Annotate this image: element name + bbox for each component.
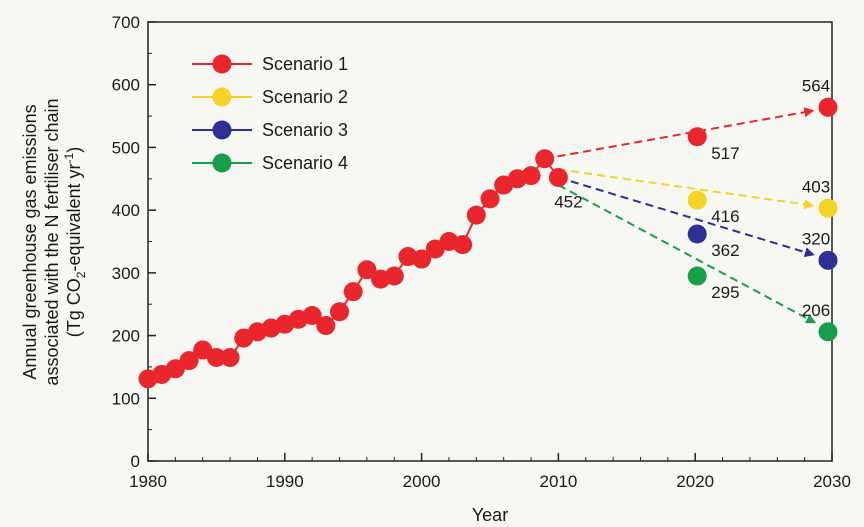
legend-marker bbox=[212, 87, 232, 107]
scenario-2-2030-label: 403 bbox=[802, 177, 830, 196]
scenario-3-arrow bbox=[558, 176, 815, 257]
x-axis-label: Year bbox=[472, 505, 508, 525]
scenario-2-arrow bbox=[558, 168, 815, 210]
scenario-2-point-2020 bbox=[687, 190, 707, 210]
scenario-1-2030-label: 564 bbox=[802, 76, 830, 95]
y-tick-label: 500 bbox=[112, 138, 140, 157]
y-axis-ticks: 0 100 200 300 400 500 600 700 bbox=[112, 13, 156, 471]
y-label-sub: 2 bbox=[74, 271, 88, 278]
x-tick-label: 1990 bbox=[266, 472, 304, 491]
x-tick-label: 2010 bbox=[539, 472, 577, 491]
scenario-2-point-2030 bbox=[818, 198, 838, 218]
x-tick-label: 2000 bbox=[403, 472, 441, 491]
y-tick-label: 0 bbox=[131, 452, 140, 471]
scenario-2-2020-label: 416 bbox=[711, 207, 739, 226]
y-axis-label: Annual greenhouse gas emissions associat… bbox=[20, 98, 88, 385]
historical-points bbox=[138, 149, 568, 389]
legend-marker bbox=[212, 153, 232, 173]
historical-point bbox=[357, 260, 377, 280]
y-label-sup: -1 bbox=[62, 152, 76, 163]
historical-point bbox=[412, 249, 432, 269]
y-label-prefix: (Tg CO bbox=[64, 278, 84, 337]
legend-marker bbox=[212, 54, 232, 74]
historical-point bbox=[179, 351, 199, 371]
scenario-4-2020-label: 295 bbox=[711, 283, 739, 302]
scenario-3-point-2030 bbox=[818, 250, 838, 270]
historical-point bbox=[480, 189, 500, 209]
y-tick-label: 600 bbox=[112, 76, 140, 95]
scenario-1-point-2030 bbox=[818, 97, 838, 117]
legend-entry: Scenario 2 bbox=[262, 87, 348, 107]
legend-entry: Scenario 4 bbox=[262, 153, 348, 173]
historical-point bbox=[165, 359, 185, 379]
historical-point bbox=[220, 348, 240, 368]
legend-entry: Scenario 3 bbox=[262, 120, 348, 140]
scenario-4-2030-label: 206 bbox=[802, 301, 830, 320]
y-tick-label: 200 bbox=[112, 327, 140, 346]
scenario-1-point-2020 bbox=[687, 127, 707, 147]
scenario-3-point-2020 bbox=[687, 224, 707, 244]
y-axis-label-line3: (Tg CO2-equivalent yr-1) bbox=[62, 147, 88, 337]
scenario-3-2030-label: 320 bbox=[802, 229, 830, 248]
scenario-arrows bbox=[544, 107, 817, 324]
historical-point bbox=[535, 149, 555, 169]
y-label-mid: -equivalent yr bbox=[64, 163, 84, 271]
y-tick-label: 400 bbox=[112, 201, 140, 220]
historical-point bbox=[466, 205, 486, 225]
scenario-3-2020-label: 362 bbox=[711, 241, 739, 260]
historical-point bbox=[330, 302, 350, 322]
x-axis-ticks: 1980 1990 2000 2010 2020 2030 bbox=[129, 453, 851, 491]
x-tick-label: 2030 bbox=[813, 472, 851, 491]
y-label-suffix: ) bbox=[64, 147, 84, 153]
scenario-points bbox=[687, 97, 838, 342]
historical-point bbox=[206, 348, 226, 368]
historical-point bbox=[453, 235, 473, 255]
historical-point bbox=[316, 316, 336, 336]
scenario-1-arrow bbox=[544, 107, 815, 160]
y-axis-label-line2: associated with the N fertiliser chain bbox=[42, 98, 62, 385]
historical-point bbox=[521, 166, 541, 186]
y-tick-label: 300 bbox=[112, 264, 140, 283]
legend-entry: Scenario 1 bbox=[262, 54, 348, 74]
scenario-4-point-2020 bbox=[687, 266, 707, 286]
historical-point bbox=[548, 168, 568, 188]
legend: Scenario 1 Scenario 2 Scenario 3 Scenario 4 bbox=[192, 54, 348, 173]
historical-point bbox=[302, 306, 322, 326]
data-labels: 517 564 416 403 362 320 295 206 452 bbox=[554, 76, 830, 320]
scenario-4-point-2030 bbox=[818, 322, 838, 342]
annotation-label: 452 bbox=[554, 193, 582, 212]
scenario-1-2020-label: 517 bbox=[711, 144, 739, 163]
legend-marker bbox=[212, 120, 232, 140]
y-axis-label-line1: Annual greenhouse gas emissions bbox=[20, 104, 40, 379]
y-tick-label: 100 bbox=[112, 389, 140, 408]
historical-point bbox=[384, 266, 404, 286]
scenario-4-arrow bbox=[557, 184, 817, 324]
y-tick-label: 700 bbox=[112, 13, 140, 32]
x-tick-label: 2020 bbox=[676, 472, 714, 491]
x-tick-label: 1980 bbox=[129, 472, 167, 491]
historical-point bbox=[343, 282, 363, 302]
